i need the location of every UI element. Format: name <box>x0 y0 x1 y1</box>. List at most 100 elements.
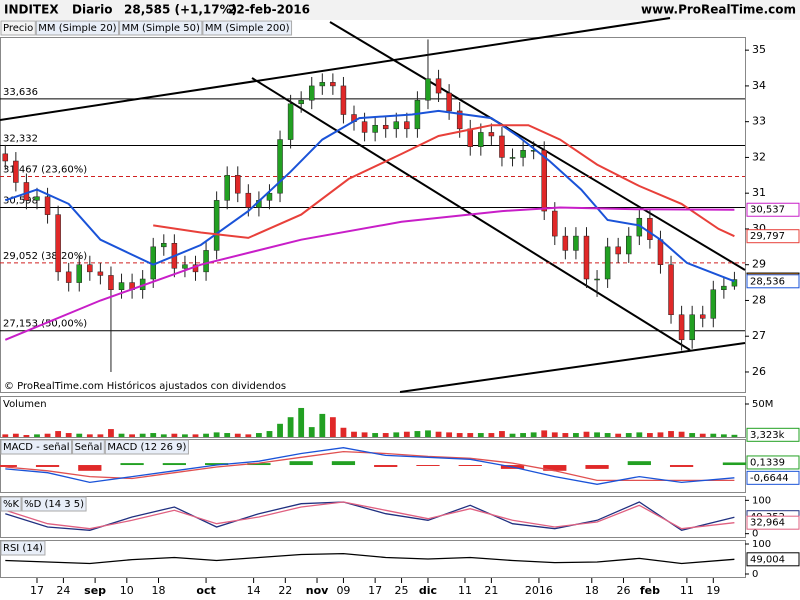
legend-label: %D (14 3 5) <box>24 499 84 510</box>
last-value-box <box>746 427 800 442</box>
series-line <box>5 501 735 530</box>
bar <box>255 433 262 437</box>
bar <box>44 433 51 437</box>
last-value-box <box>746 552 800 567</box>
bar <box>12 433 19 437</box>
candle-body <box>404 121 410 130</box>
candle-body <box>499 135 505 158</box>
last-value-box <box>746 274 800 289</box>
bar <box>562 433 569 437</box>
x-tick-label: 10 <box>120 584 134 597</box>
candle-body <box>731 279 738 287</box>
bar <box>477 433 484 437</box>
bar <box>416 465 440 466</box>
bar <box>150 433 157 437</box>
legend-label: MM (Simple 200) <box>205 23 290 34</box>
y-tick-label: 0 <box>752 569 758 580</box>
candle-body <box>97 271 104 276</box>
candle-body <box>235 175 241 194</box>
bar <box>23 435 30 437</box>
bar <box>108 429 114 437</box>
candle-body <box>65 271 72 283</box>
x-tick-label: 2016 <box>525 584 553 597</box>
bar <box>192 434 199 437</box>
candle-body <box>710 289 717 319</box>
bar <box>382 433 389 437</box>
bar <box>509 433 516 437</box>
legend-box <box>21 496 87 512</box>
bar <box>710 433 717 437</box>
candle-body <box>509 157 516 159</box>
legend-box <box>35 20 120 36</box>
x-tick-label: dic <box>419 584 437 597</box>
trend-line <box>399 342 746 393</box>
bar <box>530 432 537 437</box>
annotation: © ProRealTime.com Históricos ajustados c… <box>4 380 286 392</box>
y-tick-label: 26 <box>752 365 766 378</box>
legend-box <box>0 439 73 455</box>
series-line <box>153 124 735 239</box>
legend-box <box>104 439 189 455</box>
bar <box>435 431 442 437</box>
legend-box <box>0 540 46 556</box>
level-label: 33,636 <box>3 87 38 98</box>
legend-label: RSI (14) <box>3 543 43 554</box>
candle-body <box>308 85 315 101</box>
period: Diario <box>72 3 112 17</box>
candle-body <box>224 175 230 201</box>
x-tick-label: sep <box>84 584 106 597</box>
bar <box>34 434 40 437</box>
y-tick-label: 33 <box>752 115 766 128</box>
candle-body <box>298 99 304 105</box>
bar <box>277 423 283 437</box>
date: 22-feb-2016 <box>228 3 310 17</box>
x-tick-label: nov <box>306 584 329 597</box>
legend-label: MACD - señal <box>3 442 70 453</box>
bar <box>615 433 622 437</box>
bar <box>657 432 664 437</box>
last-value-label: 28,536 <box>750 276 785 287</box>
last-value-label: 3,323k <box>750 430 785 441</box>
legend-box <box>72 439 105 455</box>
last-value-box <box>746 202 800 217</box>
candle-body <box>393 121 400 130</box>
candle-body <box>541 150 547 212</box>
bar <box>118 433 125 437</box>
legend-box <box>202 20 293 36</box>
y-tick-label: 31 <box>752 186 766 199</box>
bar <box>308 427 315 437</box>
bar <box>541 430 548 437</box>
last-value-box <box>746 455 800 470</box>
series-line <box>4 206 735 341</box>
x-tick-label: 14 <box>247 584 261 597</box>
site: www.ProRealTime.com <box>641 3 796 17</box>
x-tick-label: 18 <box>152 584 166 597</box>
bar <box>446 432 453 437</box>
bar <box>139 433 146 437</box>
bar <box>213 432 220 437</box>
last-value-box <box>746 470 800 485</box>
bar <box>722 462 747 466</box>
bar <box>331 461 356 466</box>
bar <box>203 433 209 437</box>
candle-body <box>213 200 220 251</box>
bar <box>289 461 313 466</box>
candle-body <box>2 153 9 162</box>
candle-body <box>372 124 378 133</box>
candle-body <box>604 246 611 280</box>
y-tick-label: 28 <box>752 293 766 306</box>
x-tick-label: 11 <box>680 584 694 597</box>
header-bar <box>0 0 800 20</box>
y-tick-label: 27 <box>752 329 766 342</box>
bar <box>425 430 431 437</box>
last-value-label: 0,1339 <box>750 457 785 468</box>
candle-body <box>382 124 389 130</box>
candle-body <box>721 285 727 290</box>
candle-body <box>456 110 463 130</box>
bar <box>374 465 398 467</box>
bar <box>669 465 694 467</box>
y-tick-label: 35 <box>752 43 766 56</box>
candle-body <box>319 82 326 87</box>
